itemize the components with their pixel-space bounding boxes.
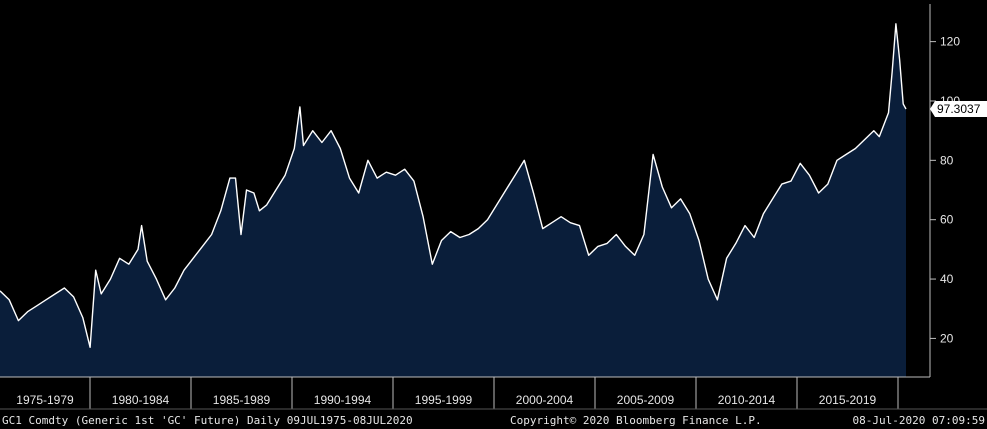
x-tick-label: 1995-1999 — [415, 393, 473, 407]
x-tick-label: 2000-2004 — [516, 393, 574, 407]
x-tick-label: 2005-2009 — [617, 393, 675, 407]
x-tick-label: 1975-1979 — [16, 393, 74, 407]
x-tick-label: 1985-1989 — [213, 393, 271, 407]
x-tick-label: 1990-1994 — [314, 393, 372, 407]
footer-copyright: Copyright© 2020 Bloomberg Finance L.P. — [510, 414, 762, 427]
price-area — [0, 23, 906, 378]
last-value-badge — [930, 100, 987, 117]
x-tick-label: 2015-2019 — [819, 393, 877, 407]
price-line — [0, 23, 907, 348]
y-tick-label: 60 — [940, 213, 954, 227]
y-tick-label: 80 — [940, 153, 954, 167]
y-tick-label: 120 — [940, 35, 960, 49]
footer-timestamp: 08-Jul-2020 07:09:59 — [852, 414, 985, 427]
y-tick-label: 40 — [940, 272, 954, 286]
footer-ticker-info: GC1 Comdty (Generic 1st 'GC' Future) Dai… — [2, 414, 413, 427]
x-tick-label: 2010-2014 — [718, 393, 776, 407]
last-value-label: 97.3037 — [937, 102, 981, 116]
y-tick-label: 20 — [940, 331, 954, 345]
x-tick-label: 1980-1984 — [112, 393, 170, 407]
